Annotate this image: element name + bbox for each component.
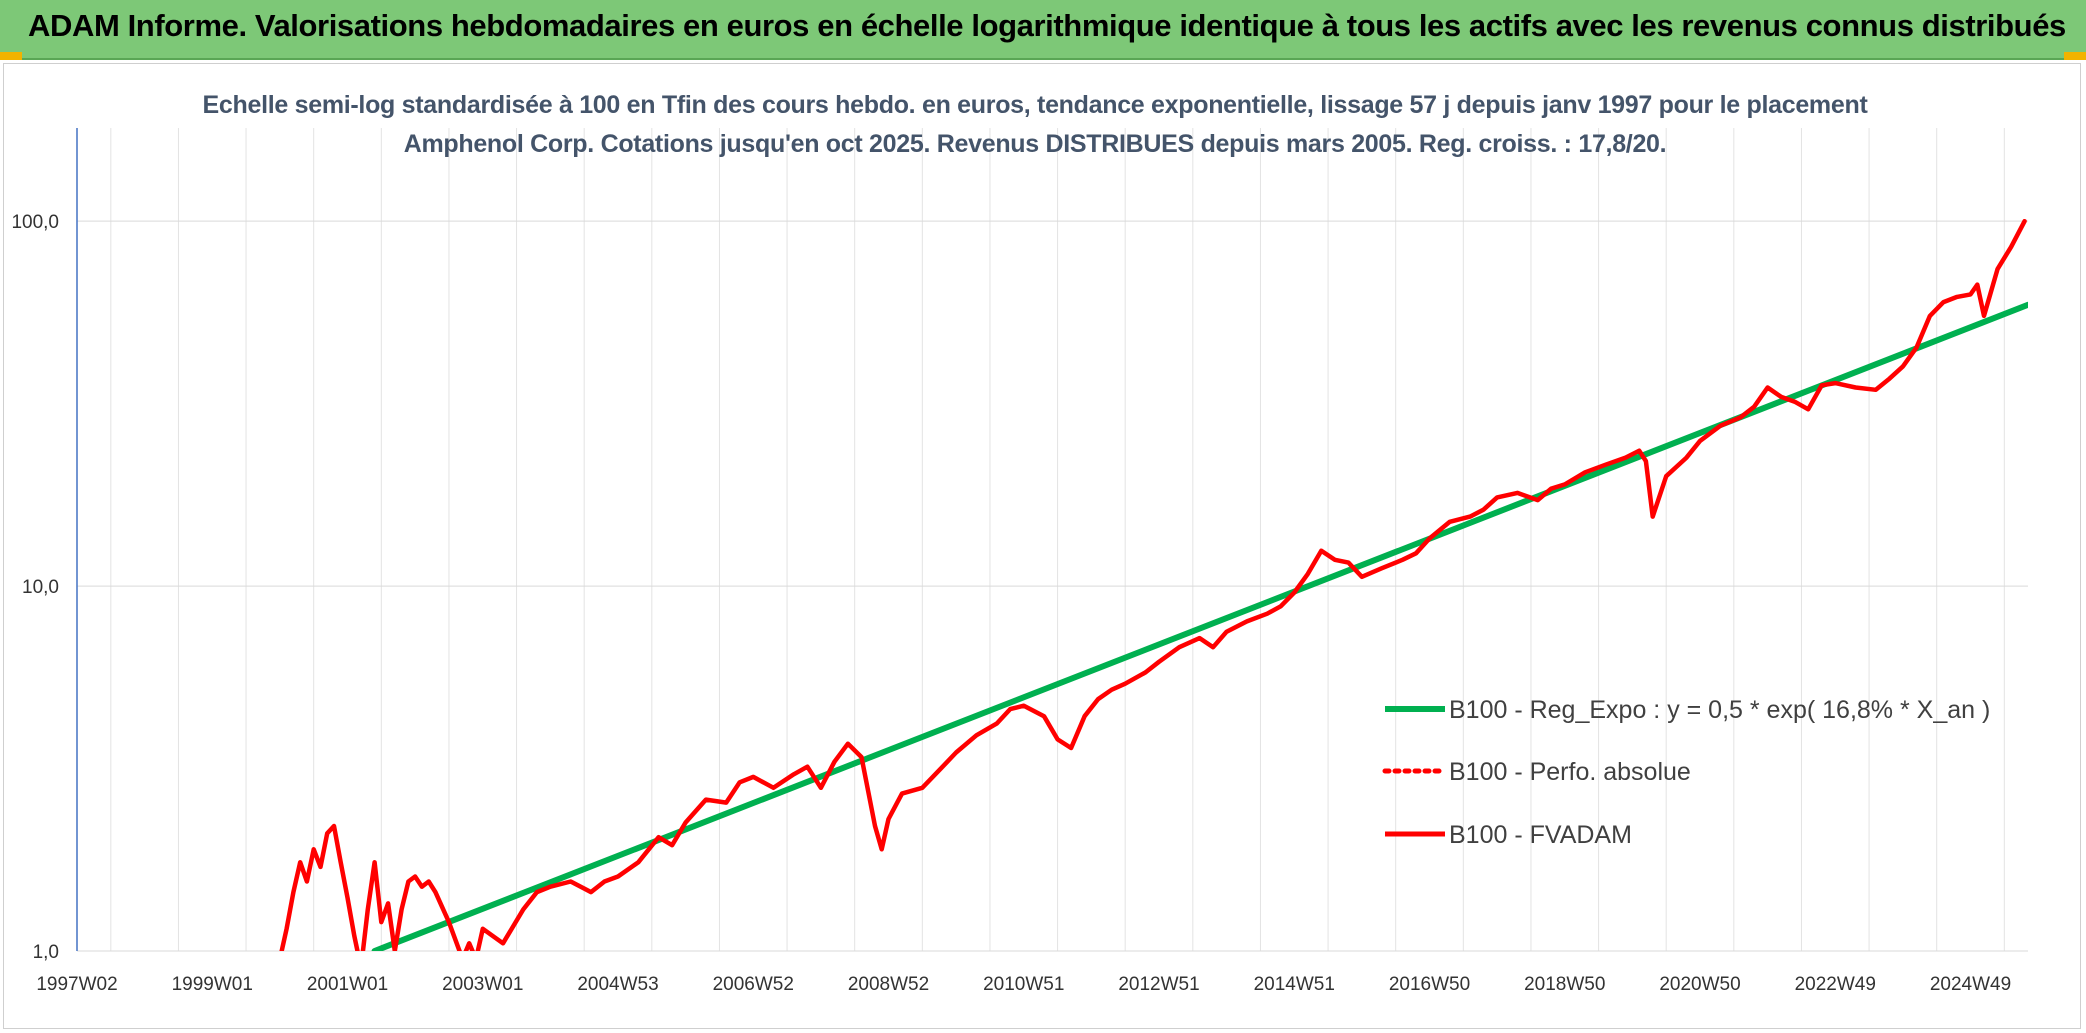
x-tick-label: 2006W52 (713, 974, 794, 995)
x-tick-label: 2008W52 (848, 974, 929, 995)
x-tick-label: 1997W02 (36, 974, 117, 995)
x-tick-label: 2010W51 (983, 974, 1064, 995)
x-tick-label: 2016W50 (1389, 974, 1470, 995)
x-tick-label: 2024W49 (1930, 974, 2011, 995)
y-tick-label: 1,0 (33, 942, 59, 963)
grid-vertical (110, 128, 2005, 951)
x-tick-label: 2001W01 (307, 974, 388, 995)
x-tick-label: 2003W01 (442, 974, 523, 995)
y-tick-label: 100,0 (11, 212, 59, 233)
chart-subtitle: Echelle semi-log standardisée à 100 en T… (202, 91, 1868, 158)
corner-marker-right (2064, 52, 2086, 60)
report-banner: ADAM Informe. Valorisations hebdomadaire… (0, 0, 2086, 60)
x-tick-label: 2022W49 (1795, 974, 1876, 995)
grid-horizontal (77, 220, 2028, 952)
x-tick-label: 2014W51 (1254, 974, 1335, 995)
x-tick-label: 2012W51 (1118, 974, 1199, 995)
y-axis-ticks: 1,0 10,0 100,0 (11, 212, 59, 963)
legend-label-1: B100 - Perfo. absolue (1449, 758, 1691, 786)
y-tick-label: 10,0 (22, 577, 59, 598)
legend: B100 - Reg_Expo : y = 0,5 * exp( 16,8% *… (1382, 696, 1990, 849)
legend-label-2: B100 - FVADAM (1449, 821, 1632, 849)
corner-marker-left (0, 52, 22, 60)
series-line-0 (371, 301, 2028, 951)
banner-title: ADAM Informe. Valorisations hebdomadaire… (28, 8, 2066, 43)
chart-frame (3, 63, 2081, 1029)
x-tick-label: 2004W53 (577, 974, 658, 995)
x-tick-label: 2018W50 (1524, 974, 1605, 995)
x-tick-label: 1999W01 (172, 974, 253, 995)
x-axis-ticks: 1997W02 1999W01 2001W01 2003W01 2004W53 2006W… (36, 974, 2011, 995)
series-line-2 (279, 218, 2027, 951)
series-layer (279, 218, 2028, 951)
x-tick-label: 2020W50 (1659, 974, 1740, 995)
legend-label-0: B100 - Reg_Expo : y = 0,5 * exp( 16,8% *… (1449, 696, 1990, 724)
